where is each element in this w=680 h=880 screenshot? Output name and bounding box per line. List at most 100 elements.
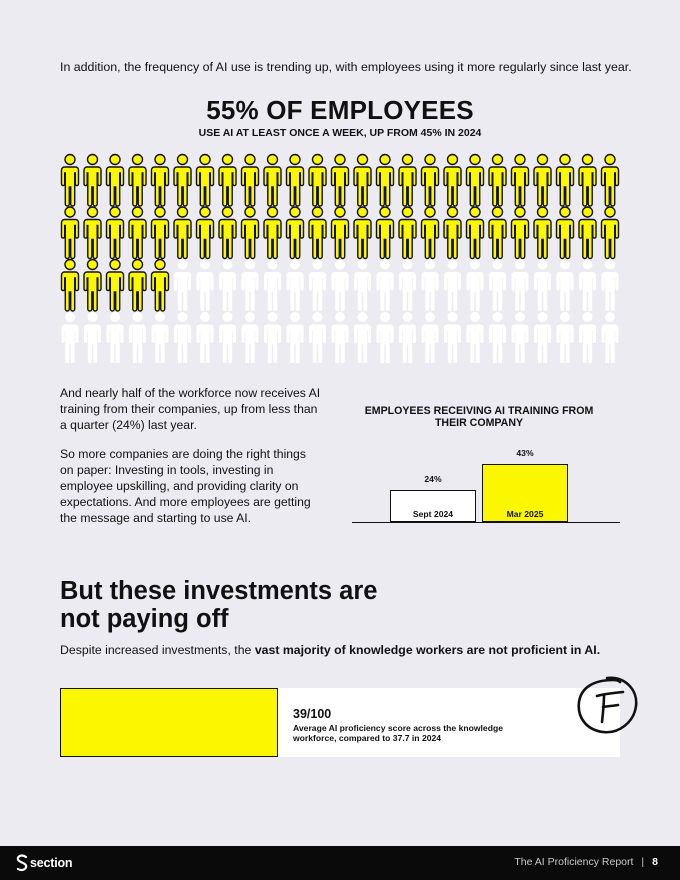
person-icon-highlighted	[173, 153, 192, 207]
person-icon	[264, 312, 281, 363]
person-icon-highlighted	[173, 206, 192, 260]
person-icon-highlighted	[353, 153, 372, 207]
person-icon	[151, 312, 169, 363]
person-icon	[174, 259, 191, 311]
person-icon-highlighted	[488, 153, 507, 207]
person-icon	[219, 312, 236, 363]
person-icon-highlighted	[533, 153, 552, 207]
person-icon	[129, 312, 146, 363]
report-title: The AI Proficiency Report	[514, 856, 634, 868]
person-icon	[444, 259, 461, 311]
person-icon-highlighted	[600, 153, 620, 207]
person-icon	[241, 259, 259, 311]
person-icon	[376, 259, 394, 311]
person-icon-highlighted	[420, 153, 440, 207]
bar-1	[390, 489, 476, 522]
person-icon-highlighted	[263, 153, 282, 207]
person-icon-highlighted	[83, 153, 102, 207]
person-icon	[511, 259, 529, 311]
person-icon-highlighted	[240, 206, 260, 260]
person-icon-highlighted	[218, 153, 237, 207]
person-icon-highlighted	[128, 258, 147, 312]
person-icon-highlighted	[443, 206, 462, 260]
stat-headline: 55% OF EMPLOYEES	[206, 95, 474, 125]
person-icon	[286, 259, 304, 311]
person-icon-highlighted	[578, 206, 597, 260]
person-icon-highlighted	[465, 206, 485, 260]
person-icon	[376, 312, 394, 363]
person-icon-highlighted	[308, 206, 327, 260]
person-icon-highlighted	[330, 206, 350, 260]
person-icon	[196, 312, 214, 363]
person-icon-highlighted	[60, 206, 80, 260]
bar-category-label: Mar 2025	[506, 509, 544, 519]
companies-paragraph: So more companies are doing the right th…	[60, 447, 311, 525]
brand-name: section	[30, 856, 73, 870]
person-icon	[556, 259, 574, 311]
person-icon-highlighted	[240, 153, 260, 207]
despite-lead: Despite increased investments, the	[60, 643, 255, 657]
score-description: Average AI proficiency score across the …	[293, 723, 503, 743]
person-icon-highlighted	[195, 153, 215, 207]
person-icon	[84, 312, 101, 363]
person-icon	[219, 259, 236, 311]
chart-title: EMPLOYEES RECEIVING AI TRAINING FROM THE…	[364, 405, 594, 429]
person-icon	[331, 312, 349, 363]
person-icon	[534, 259, 551, 311]
training-paragraph: And nearly half of the workforce now rec…	[60, 386, 321, 432]
person-icon-highlighted	[128, 206, 147, 260]
person-icon	[174, 312, 191, 363]
section-logo-icon	[16, 854, 28, 872]
person-icon-highlighted	[600, 206, 620, 260]
bar-value-label: 43%	[516, 448, 534, 458]
person-icon	[241, 312, 259, 363]
footer-separator: |	[641, 856, 645, 868]
person-icon-highlighted	[83, 206, 102, 260]
person-icon-highlighted	[465, 153, 485, 207]
employee-pictogram	[60, 153, 620, 363]
person-icon-highlighted	[150, 206, 170, 260]
person-icon	[466, 312, 484, 363]
person-icon-highlighted	[353, 206, 372, 260]
person-icon-highlighted	[375, 206, 395, 260]
person-icon	[444, 312, 461, 363]
person-icon-highlighted	[398, 153, 417, 207]
person-icon	[489, 259, 506, 311]
person-icon-highlighted	[128, 153, 147, 207]
score-value: 39/100	[293, 707, 332, 721]
person-icon	[309, 259, 326, 311]
bar-2	[482, 464, 568, 522]
person-icon	[489, 312, 506, 363]
section-logo[interactable]: section	[16, 854, 73, 872]
person-icon	[354, 259, 371, 311]
person-icon	[579, 312, 596, 363]
person-icon	[354, 312, 371, 363]
person-icon-highlighted	[218, 206, 237, 260]
person-icon-highlighted	[60, 258, 80, 312]
person-icon	[511, 312, 529, 363]
person-icon	[196, 259, 214, 311]
person-icon	[331, 259, 349, 311]
score-bar-fill	[60, 688, 278, 757]
person-icon	[421, 259, 439, 311]
chart-baseline	[352, 522, 620, 523]
score-card: 39/100 Average AI proficiency score acro…	[60, 688, 620, 757]
page-number: 8	[652, 856, 658, 868]
person-icon	[286, 312, 304, 363]
person-icon-highlighted	[555, 153, 575, 207]
stat-subline: USE AI AT LEAST ONCE A WEEK, UP FROM 45%…	[198, 127, 482, 139]
bar-value-label: 24%	[424, 473, 442, 484]
bar-category-label: Sept 2024	[412, 509, 454, 519]
person-icon-highlighted	[60, 153, 80, 207]
person-icon-highlighted	[83, 258, 102, 312]
person-icon	[399, 259, 416, 311]
person-icon-highlighted	[263, 206, 282, 260]
person-icon-highlighted	[488, 206, 507, 260]
person-icon-highlighted	[150, 258, 170, 312]
person-icon	[466, 259, 484, 311]
person-icon-highlighted	[578, 153, 597, 207]
person-icon-highlighted	[510, 153, 530, 207]
person-icon	[264, 259, 281, 311]
person-icon-highlighted	[105, 258, 125, 312]
person-icon	[61, 312, 79, 363]
